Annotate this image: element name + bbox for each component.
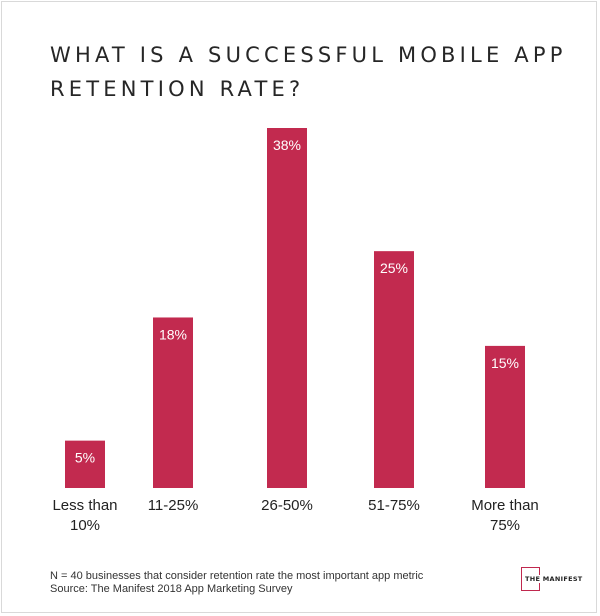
data-label-1: 18% (159, 326, 187, 342)
data-label-3: 25% (380, 260, 408, 276)
bar-1 (153, 317, 193, 488)
data-label-4: 15% (491, 355, 519, 371)
category-label-0-line-0: Less than (52, 497, 117, 514)
category-label-4-line-0: More than (471, 497, 539, 514)
chart-title: WHAT IS A SUCCESSFUL MOBILE APP RETENTIO… (50, 43, 567, 101)
category-label-3-line-0: 51-75% (368, 497, 420, 514)
the-manifest-logo: THE MANIFEST (521, 567, 584, 593)
footnote: N = 40 businesses that consider retentio… (50, 570, 423, 596)
bar-0 (65, 440, 105, 488)
category-label-2-line-0: 26-50% (261, 497, 313, 514)
category-label-1-line-0: 11-25% (148, 497, 199, 514)
category-label-4-line-1: 75% (490, 517, 520, 534)
logo-text: THE MANIFEST (524, 575, 584, 583)
category-label-2: 26-50% (261, 497, 313, 514)
category-label-1: 11-25% (148, 497, 199, 514)
bar-3 (374, 251, 414, 488)
bar-4 (485, 345, 525, 488)
bar-2 (267, 128, 307, 488)
data-label-0: 5% (75, 450, 95, 466)
footnote-sample: N = 40 businesses that consider retentio… (50, 570, 424, 582)
category-label-3: 51-75% (368, 497, 420, 514)
data-label-2: 38% (273, 137, 301, 153)
footnote-source: Source: The Manifest 2018 App Marketing … (50, 583, 293, 595)
category-label-4: More than 75% (471, 497, 539, 534)
category-label-0: Less than 10% (52, 497, 117, 534)
category-label-0-line-1: 10% (70, 517, 100, 534)
